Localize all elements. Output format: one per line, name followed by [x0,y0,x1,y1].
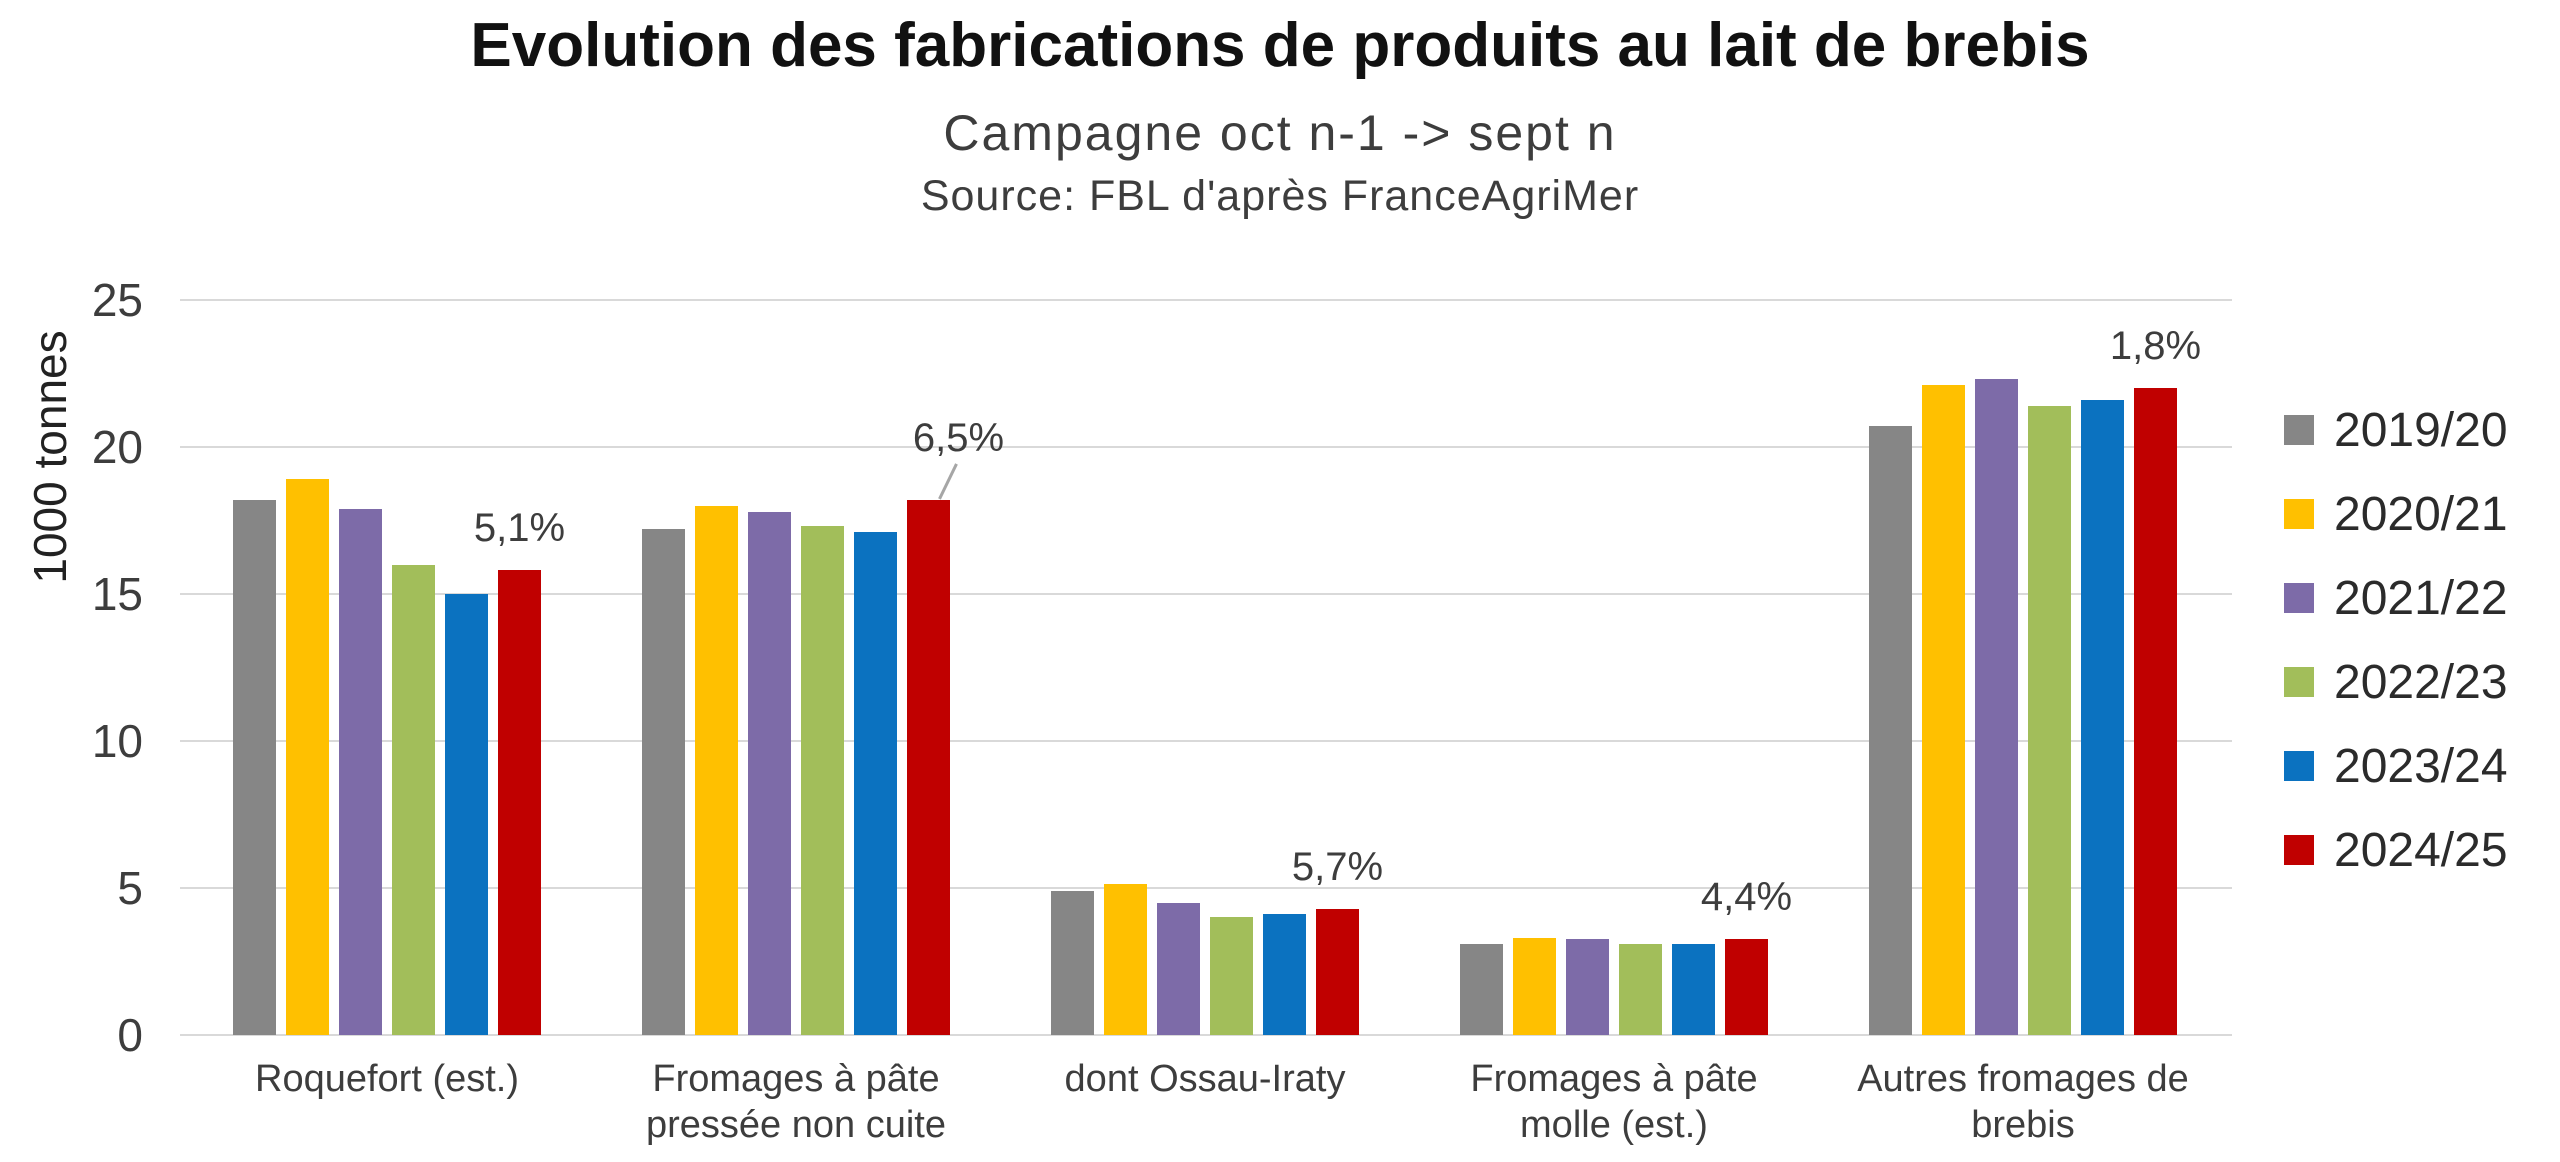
bar-2020-21-c4 [1922,385,1965,1035]
legend-label: 2020/21 [2334,487,2508,541]
bar-2022-23-c1 [801,526,844,1035]
gridline [180,593,2232,595]
bar-2021-22-c1 [748,511,791,1035]
y-tick-label: 25 [91,274,143,326]
legend-label: 2022/23 [2334,655,2508,709]
chart-source: Source: FBL d'après FranceAgriMer [920,172,1640,220]
bar-2022-23-c0 [392,564,435,1035]
bar-2021-22-c0 [339,508,382,1035]
percent-annotation: 4,4% [1700,875,1793,920]
y-tick-label: 0 [117,1009,143,1061]
bar-2023-24-c2 [1263,914,1306,1035]
gridline [180,299,2232,301]
chart-title: Evolution des fabrications de produits a… [470,11,2090,80]
legend-label: 2023/24 [2334,739,2508,793]
legend-swatch [2284,499,2314,529]
percent-annotation: 5,7% [1291,844,1384,889]
legend-item-2019-20: 2019/20 [2284,388,2508,472]
x-category-label: Fromages à pâte molle (est.) [1470,1058,1758,1147]
gridline [180,740,2232,742]
bar-2023-24-c0 [445,594,488,1035]
bar-2024-25-c0 [498,570,541,1035]
bar-2019-20-c2 [1051,890,1094,1035]
x-category-label: Fromages à pâte pressée non cuite [646,1058,946,1147]
bar-2020-21-c2 [1104,883,1147,1035]
x-category-label: Roquefort (est.) [255,1058,519,1100]
legend-swatch [2284,835,2314,865]
bar-2020-21-c0 [286,479,329,1035]
legend-label: 2019/20 [2334,403,2508,457]
legend-item-2022-23: 2022/23 [2284,640,2508,724]
bar-2024-25-c2 [1316,908,1359,1035]
legend-label: 2021/22 [2334,571,2508,625]
bar-2019-20-c1 [642,529,685,1035]
legend-item-2020-21: 2020/21 [2284,472,2508,556]
bar-2024-25-c4 [2134,388,2177,1035]
chart-subtitle: Campagne oct n-1 -> sept n [943,105,1617,161]
percent-annotation: 5,1% [473,506,566,551]
legend-swatch [2284,415,2314,445]
annotation-leader-line [938,463,958,500]
bar-2023-24-c4 [2081,399,2124,1035]
percent-annotation: 6,5% [912,415,1005,460]
bar-2024-25-c3 [1725,939,1768,1035]
legend-item-2024-25: 2024/25 [2284,808,2508,892]
bar-2021-22-c4 [1975,379,2018,1035]
bar-2020-21-c1 [695,505,738,1035]
y-tick-label: 10 [91,715,143,767]
gridline [180,446,2232,448]
legend-label: 2024/25 [2334,823,2508,877]
percent-annotation: 1,8% [2109,324,2202,369]
x-category-label: Autres fromages de brebis [1857,1058,2189,1147]
y-tick-label: 15 [91,568,143,620]
bar-2020-21-c3 [1513,937,1556,1035]
gridline [180,1034,2232,1036]
legend-item-2023-24: 2023/24 [2284,724,2508,808]
legend-item-2021-22: 2021/22 [2284,556,2508,640]
bar-2019-20-c4 [1869,426,1912,1035]
legend: 2019/20 2020/21 2021/22 2022/23 2023/24 2024/… [2284,388,2508,892]
x-category-label: dont Ossau-Iraty [1064,1058,1346,1100]
bar-2021-22-c3 [1566,939,1609,1035]
bar-2021-22-c2 [1157,902,1200,1035]
bar-2024-25-c1 [907,499,950,1035]
legend-swatch [2284,583,2314,613]
bar-2019-20-c0 [233,499,276,1035]
y-tick-label: 20 [91,421,143,473]
gridline [180,887,2232,889]
bar-2022-23-c3 [1619,943,1662,1035]
y-tick-label: 5 [117,862,143,914]
bar-2022-23-c2 [1210,917,1253,1035]
legend-swatch [2284,667,2314,697]
bar-2023-24-c3 [1672,943,1715,1035]
bar-2022-23-c4 [2028,405,2071,1035]
bar-2019-20-c3 [1460,943,1503,1035]
legend-swatch [2284,751,2314,781]
bar-2023-24-c1 [854,532,897,1035]
